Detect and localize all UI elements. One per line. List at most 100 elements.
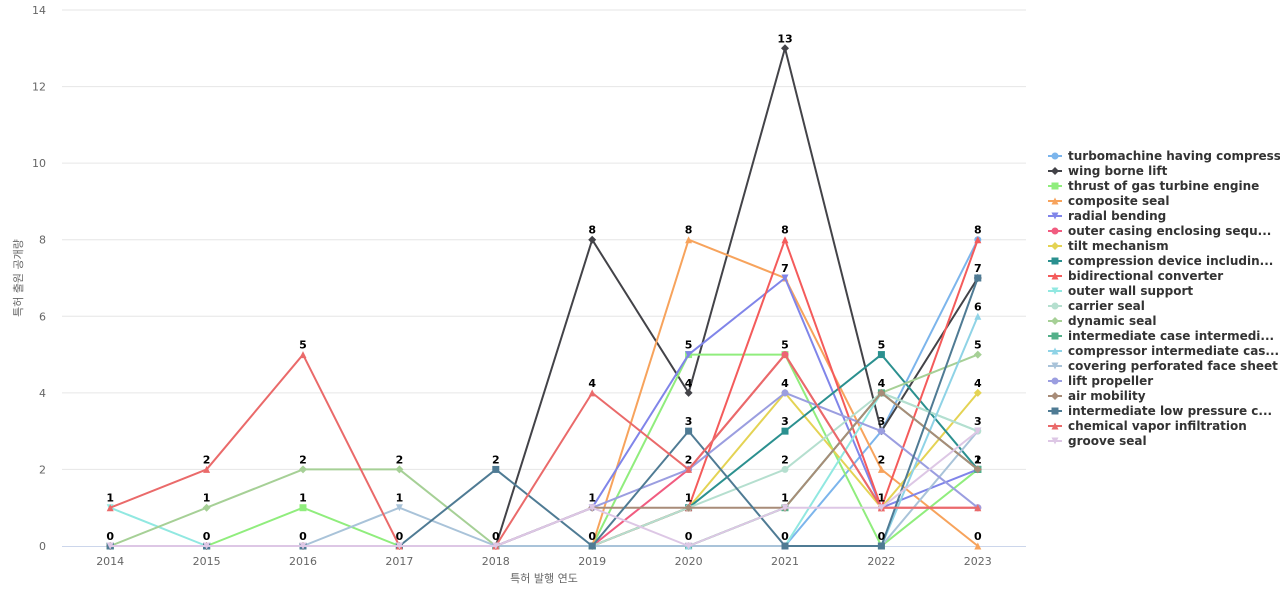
legend-item[interactable]: lift propeller (1048, 374, 1153, 388)
data-label: 0 (106, 530, 114, 543)
legend-item[interactable]: intermediate low pressure c... (1048, 404, 1272, 418)
data-point (781, 274, 789, 282)
data-label: 13 (777, 32, 792, 45)
legend-marker (1051, 317, 1059, 325)
data-labels: 0101201250120284108543210138754321054321… (106, 32, 982, 543)
data-point (974, 274, 982, 282)
data-point (781, 44, 789, 53)
legend-item[interactable]: bidirectional converter (1048, 269, 1223, 283)
legend-label: outer wall support (1068, 284, 1193, 298)
data-label: 1 (685, 492, 693, 505)
legend-marker (1051, 197, 1059, 205)
data-point (203, 542, 211, 550)
legend-item[interactable]: composite seal (1048, 194, 1170, 208)
legend-marker (1051, 272, 1059, 280)
x-axis-title: 특허 발행 연도 (510, 572, 578, 585)
legend-marker (1051, 407, 1059, 415)
data-point (781, 504, 789, 512)
series-line (109, 353, 978, 547)
data-point (973, 465, 982, 474)
x-tick-label: 2016 (289, 555, 317, 568)
legend-item[interactable]: outer wall support (1048, 284, 1193, 298)
series-covering-perforated-face-sheet (106, 427, 982, 550)
series-line (109, 353, 979, 547)
data-point (974, 542, 982, 550)
data-label: 0 (878, 530, 886, 543)
x-tick-label: 2018 (482, 555, 510, 568)
y-tick-label: 0 (39, 540, 46, 553)
data-point (299, 465, 307, 474)
data-label: 0 (492, 530, 500, 543)
legend-item[interactable]: wing borne lift (1048, 164, 1168, 178)
data-label: 4 (588, 377, 596, 390)
data-point (685, 542, 693, 550)
data-point (685, 351, 693, 359)
data-point (588, 235, 597, 244)
legend-label: intermediate case intermedi... (1068, 329, 1274, 343)
data-label: 7 (781, 262, 789, 275)
series-line (110, 430, 979, 547)
data-point (877, 427, 885, 435)
data-label: 3 (781, 415, 789, 428)
data-point (299, 542, 307, 550)
x-tick-label: 2014 (96, 555, 124, 568)
legend-item[interactable]: chemical vapor infiltration (1048, 419, 1247, 433)
y-axis-title: 특허 출원 공개량 (12, 239, 25, 317)
data-label: 2 (492, 453, 500, 466)
data-point (877, 465, 885, 473)
legend-item[interactable]: compressor intermediate cas... (1048, 344, 1279, 358)
data-label: 1 (974, 453, 982, 466)
data-label: 0 (396, 530, 404, 543)
data-point (781, 542, 789, 550)
legend-item[interactable]: groove seal (1048, 434, 1147, 448)
legend-marker (1051, 152, 1059, 160)
data-point (588, 389, 596, 397)
data-point (685, 427, 693, 435)
data-label: 8 (974, 224, 982, 237)
data-label: 0 (588, 530, 596, 543)
legend-item[interactable]: thrust of gas turbine engine (1048, 179, 1259, 193)
data-label: 4 (781, 377, 789, 390)
series-thrust-of-gas-turbine-engine (106, 351, 982, 550)
x-tick-label: 2017 (385, 555, 413, 568)
legend-marker (1051, 302, 1059, 310)
legend-item[interactable]: tilt mechanism (1048, 239, 1169, 253)
legend-marker (1051, 212, 1059, 220)
series-line (110, 353, 978, 547)
data-label: 2 (203, 453, 211, 466)
legend-marker (1051, 167, 1059, 175)
legend-item[interactable]: carrier seal (1048, 299, 1145, 313)
data-label: 3 (878, 415, 886, 428)
legend-item[interactable]: outer casing enclosing sequ... (1048, 224, 1271, 238)
series-outer-casing-enclosing-sequ (106, 351, 982, 550)
series-chemical-vapor-infiltration (106, 351, 982, 550)
data-label: 1 (299, 492, 307, 505)
data-point (684, 503, 693, 512)
legend-item[interactable]: covering perforated face sheet (1048, 359, 1278, 373)
data-point (974, 236, 982, 244)
data-point (781, 427, 789, 435)
legend-item[interactable]: compression device includin... (1048, 254, 1273, 268)
legend-label: tilt mechanism (1068, 239, 1169, 253)
series-line (110, 430, 979, 547)
legend-item[interactable]: radial bending (1048, 209, 1166, 223)
legend-item[interactable]: turbomachine having compressor (1048, 149, 1280, 163)
legend-item[interactable]: dynamic seal (1048, 314, 1156, 328)
y-axis-ticks: 0 2 4 6 8 10 12 14 (32, 4, 46, 553)
legend-label: turbomachine having compressor (1068, 149, 1280, 163)
data-label: 5 (299, 339, 307, 352)
data-point (974, 504, 982, 512)
data-point (395, 504, 403, 512)
data-label: 1 (203, 492, 211, 505)
data-point (877, 388, 886, 397)
data-point (973, 350, 982, 359)
data-label: 5 (878, 339, 886, 352)
y-tick-label: 6 (39, 310, 46, 323)
legend-marker (1051, 242, 1059, 250)
legend-marker (1051, 347, 1059, 355)
legend-label: composite seal (1068, 194, 1170, 208)
series-lines (106, 44, 982, 550)
legend-item[interactable]: intermediate case intermedi... (1048, 329, 1274, 343)
legend-label: dynamic seal (1068, 314, 1156, 328)
legend-item[interactable]: air mobility (1048, 389, 1146, 403)
